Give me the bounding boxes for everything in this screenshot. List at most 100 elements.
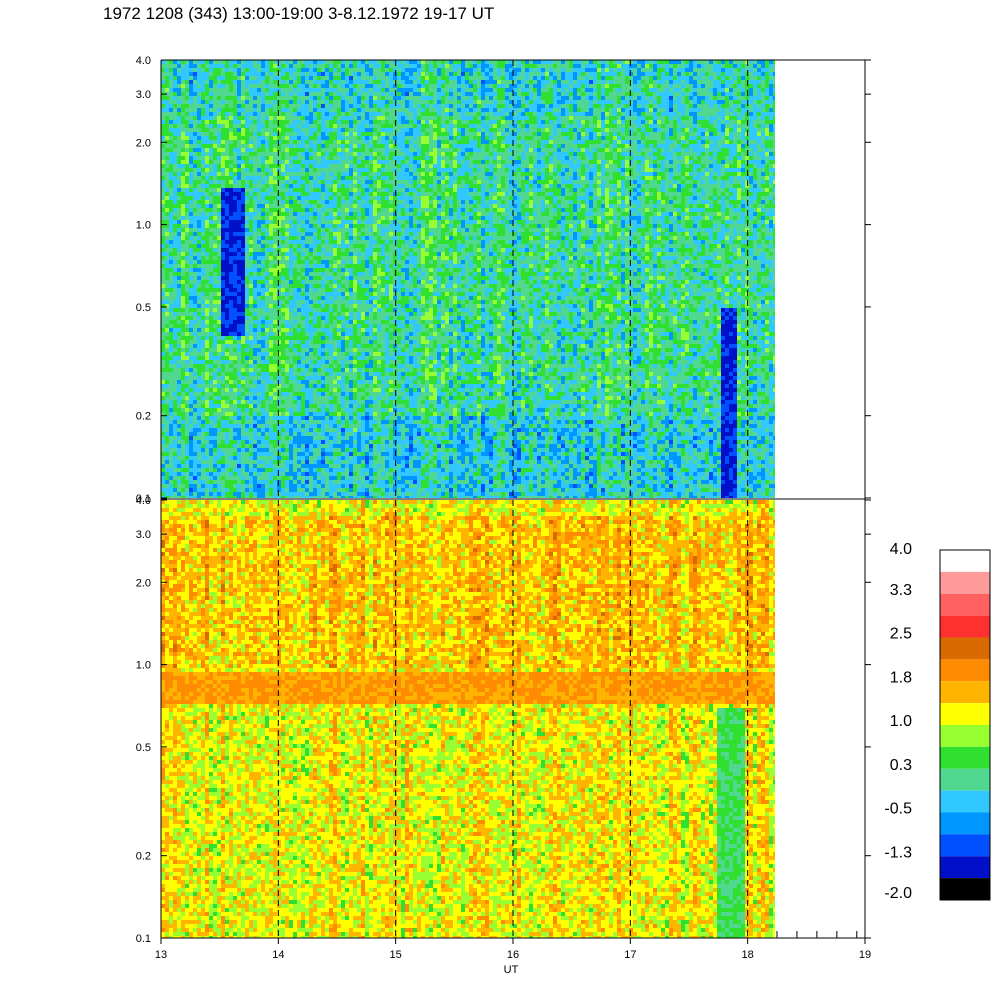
heat-cell <box>261 168 265 172</box>
heat-cell <box>185 76 189 80</box>
heat-cell <box>217 204 221 208</box>
heat-cell <box>177 460 181 464</box>
heat-cell <box>225 204 229 208</box>
heat-cell <box>169 384 173 388</box>
heat-cell <box>253 292 257 296</box>
heat-cell <box>321 288 325 292</box>
heat-cell <box>245 160 249 164</box>
heat-cell <box>305 452 309 456</box>
heat-cell <box>201 416 205 420</box>
heat-cell <box>321 408 325 412</box>
heat-cell <box>165 348 169 352</box>
heat-cell <box>285 284 289 288</box>
heat-cell <box>261 244 265 248</box>
heat-cell <box>169 456 173 460</box>
heat-cell <box>261 268 265 272</box>
heat-cell <box>209 456 213 460</box>
heat-cell <box>289 448 293 452</box>
heat-cell <box>281 144 285 148</box>
heat-cell <box>305 300 309 304</box>
heat-cell <box>197 80 201 84</box>
heat-cell <box>245 164 249 168</box>
heat-cell <box>313 148 317 152</box>
heat-cell <box>193 420 197 424</box>
heat-cell <box>233 408 237 412</box>
heat-cell <box>253 276 257 280</box>
heat-cell <box>253 160 257 164</box>
heat-cell <box>181 448 185 452</box>
heat-cell <box>269 188 273 192</box>
heat-cell <box>229 432 233 436</box>
heat-cell <box>337 64 341 68</box>
heat-cell <box>217 380 221 384</box>
heat-cell <box>185 160 189 164</box>
heat-cell <box>277 148 281 152</box>
heat-cell <box>325 60 329 64</box>
heat-cell <box>277 176 281 180</box>
heat-cell <box>237 208 241 212</box>
heat-cell <box>309 124 313 128</box>
heat-cell <box>173 148 177 152</box>
heat-cell <box>197 116 201 120</box>
heat-cell <box>329 124 333 128</box>
heat-cell <box>185 328 189 332</box>
heat-cell <box>181 464 185 468</box>
heat-cell <box>241 344 245 348</box>
heat-cell <box>221 268 225 272</box>
heat-cell <box>197 264 201 268</box>
heat-cell <box>197 312 201 316</box>
heat-cell <box>185 268 189 272</box>
heat-cell <box>185 64 189 68</box>
heat-cell <box>185 96 189 100</box>
heat-cell <box>165 484 169 488</box>
heat-cell <box>321 212 325 216</box>
heat-cell <box>205 464 209 468</box>
heat-cell <box>201 60 205 64</box>
heat-cell <box>213 188 217 192</box>
heat-cell <box>313 144 317 148</box>
heat-cell <box>281 140 285 144</box>
heat-cell <box>165 216 169 220</box>
heat-cell <box>205 240 209 244</box>
heat-cell <box>185 368 189 372</box>
heat-cell <box>321 356 325 360</box>
heat-cell <box>277 412 281 416</box>
heat-cell <box>269 60 273 64</box>
heat-cell <box>189 128 193 132</box>
heat-cell <box>301 196 305 200</box>
heat-cell <box>169 324 173 328</box>
heat-cell <box>197 284 201 288</box>
heat-cell <box>257 372 261 376</box>
heat-cell <box>177 80 181 84</box>
heat-cell <box>217 464 221 468</box>
heat-cell <box>289 376 293 380</box>
heat-cell <box>333 460 337 464</box>
heat-cell <box>269 164 273 168</box>
heat-cell <box>337 340 341 344</box>
heat-cell <box>233 452 237 456</box>
heat-cell <box>257 296 261 300</box>
heat-cell <box>321 352 325 356</box>
heat-cell <box>241 96 245 100</box>
heat-cell <box>261 160 265 164</box>
heat-cell <box>293 100 297 104</box>
heat-cell <box>293 364 297 368</box>
heat-cell <box>181 392 185 396</box>
heat-cell <box>249 452 253 456</box>
heat-cell <box>193 340 197 344</box>
heat-cell <box>209 420 213 424</box>
heat-cell <box>189 480 193 484</box>
heat-cell <box>177 260 181 264</box>
heat-cell <box>209 148 213 152</box>
heat-cell <box>193 360 197 364</box>
heat-cell <box>321 328 325 332</box>
heat-cell <box>169 232 173 236</box>
heat-cell <box>257 496 261 498</box>
heat-cell <box>165 476 169 480</box>
heat-cell <box>189 336 193 340</box>
heat-cell <box>309 284 313 288</box>
heat-cell <box>197 268 201 272</box>
heat-cell <box>321 124 325 128</box>
heat-cell <box>341 84 345 88</box>
heat-cell <box>289 324 293 328</box>
